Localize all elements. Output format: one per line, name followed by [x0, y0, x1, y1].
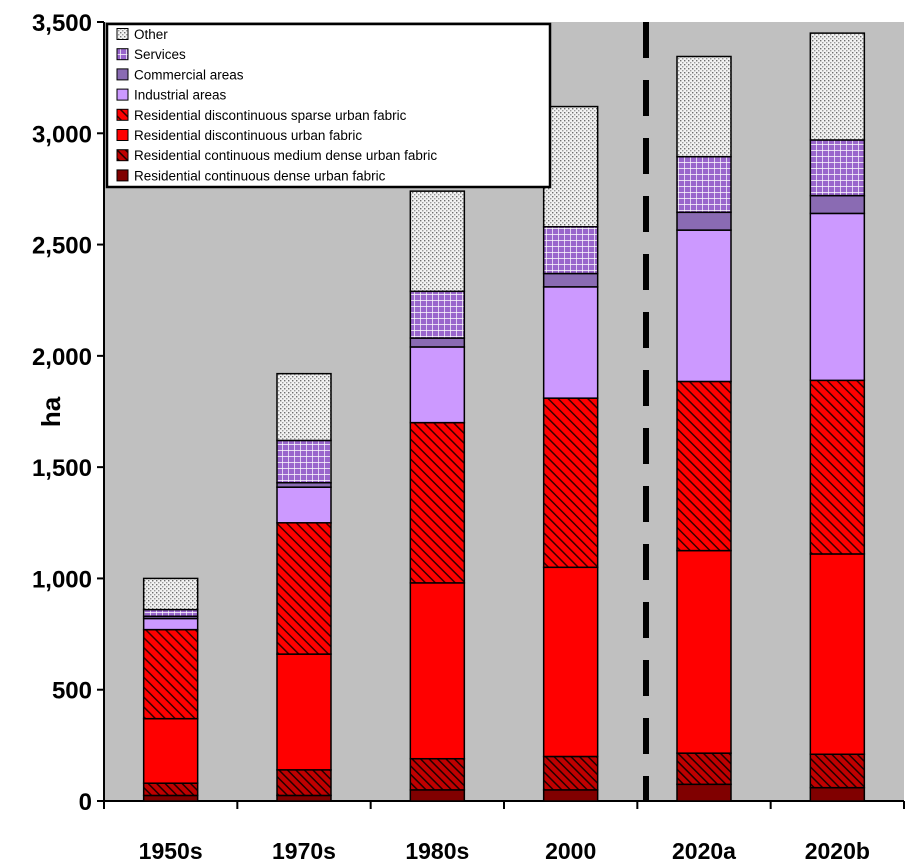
- bar-segment: [409, 757, 466, 791]
- bar-segment: [809, 194, 866, 215]
- bars: [142, 32, 866, 802]
- legend-label: Residential continuous medium dense urba…: [134, 148, 437, 163]
- y-tick-label: 1,500: [32, 455, 92, 482]
- bar-segment: [809, 212, 866, 382]
- y-axis: 0 500 1,000 1,500 2,000 2,500 3,000 3,500: [32, 10, 105, 816]
- bar-segment: [676, 380, 732, 552]
- bar-segment: [676, 211, 732, 231]
- bar-segment: [409, 789, 466, 802]
- x-tick-label: 2000: [545, 838, 596, 864]
- x-axis: 1950s 1970s 1980s 2000 2020a 2020b: [103, 800, 905, 864]
- bar-segment: [276, 522, 332, 655]
- bar-segment: [676, 752, 732, 786]
- legend-label: Services: [134, 47, 186, 62]
- bar-segment: [676, 549, 732, 754]
- legend-swatch: [116, 169, 129, 182]
- legend-label: Commercial areas: [134, 67, 244, 82]
- legend-swatch: [116, 149, 129, 162]
- y-tick-label: 500: [52, 678, 92, 705]
- bar-segment: [809, 553, 866, 756]
- y-tick-label: 0: [79, 789, 92, 816]
- bar-segment: [142, 628, 199, 720]
- legend-swatch: [116, 108, 129, 121]
- legend-swatch: [116, 48, 129, 61]
- bar-segment: [676, 229, 732, 383]
- bar-segment: [676, 783, 732, 802]
- bar-segment: [676, 155, 732, 214]
- bar-segment: [276, 372, 332, 442]
- bar-segment: [542, 755, 599, 791]
- y-tick-label: 2,500: [32, 233, 92, 260]
- bar-segment: [809, 379, 866, 555]
- bar-segment: [142, 794, 199, 802]
- legend-swatch: [116, 68, 129, 81]
- legend: Other Services Commercial areas Industrial …: [105, 22, 552, 189]
- bar-segment: [142, 717, 199, 784]
- legend-label: Residential continuous dense urban fabri…: [134, 168, 386, 183]
- bar-segment: [142, 608, 199, 618]
- bar-segment: [409, 337, 466, 348]
- bar-segment: [142, 782, 199, 797]
- bar-segment: [276, 794, 332, 802]
- bar-segment: [409, 290, 466, 339]
- bar-segment: [542, 286, 599, 399]
- bar-segment: [542, 272, 599, 288]
- legend-label: Residential discontinuous urban fabric: [134, 128, 362, 143]
- x-tick-label: 2020b: [805, 838, 870, 864]
- bar-segment: [276, 486, 332, 524]
- legend-label: Industrial areas: [134, 88, 227, 103]
- legend-box: [105, 22, 552, 189]
- bar-segment: [409, 421, 466, 584]
- bar-segment: [809, 753, 866, 789]
- x-tick-label: 2020a: [672, 838, 736, 864]
- x-tick-label: 1980s: [405, 838, 469, 864]
- x-tick-label: 1970s: [272, 838, 336, 864]
- bar-segment: [276, 653, 332, 771]
- y-tick-label: 3,500: [32, 10, 92, 37]
- bar-segment: [809, 786, 866, 802]
- bar-segment: [676, 55, 732, 158]
- bar-segment: [542, 566, 599, 758]
- legend-swatch: [116, 88, 129, 101]
- bar-segment: [276, 439, 332, 484]
- bar-segment: [142, 617, 199, 631]
- bar-segment: [542, 105, 599, 228]
- bar-segment: [276, 769, 332, 797]
- legend-label: Residential discontinuous sparse urban f…: [134, 108, 407, 123]
- bar-segment: [409, 346, 466, 424]
- legend-label: Other: [134, 27, 168, 42]
- bar-segment: [542, 226, 599, 275]
- bar-segment: [409, 190, 466, 293]
- y-tick-label: 2,000: [32, 344, 92, 371]
- bar-segment: [142, 577, 199, 611]
- y-tick-label: 1,000: [32, 566, 92, 593]
- bar-segment: [542, 789, 599, 802]
- legend-swatch: [116, 129, 129, 141]
- legend-swatch: [116, 28, 129, 40]
- y-tick-label: 3,000: [32, 121, 92, 148]
- x-tick-label: 1950s: [139, 838, 203, 864]
- bar-segment: [809, 32, 866, 141]
- bar-segment: [542, 397, 599, 569]
- bar-segment: [809, 139, 866, 197]
- y-axis-label: ha: [36, 396, 66, 427]
- bar-segment: [409, 582, 466, 760]
